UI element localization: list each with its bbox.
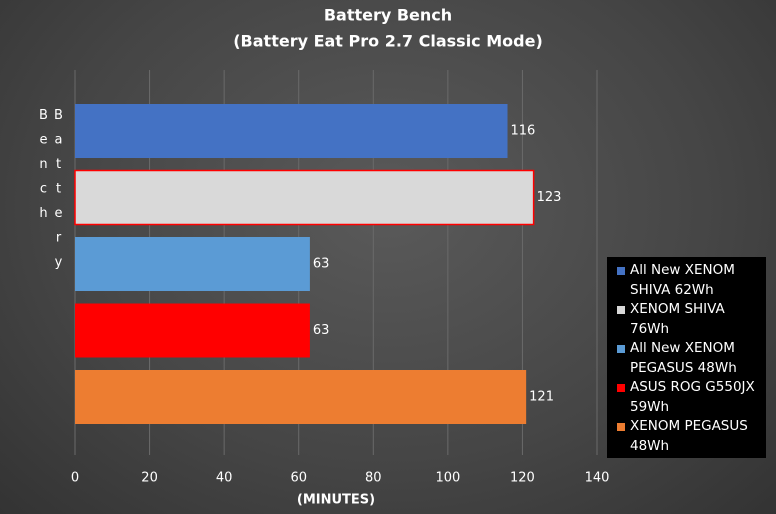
x-tick-label: 80 <box>365 471 382 486</box>
legend-swatch <box>617 423 625 431</box>
data-label: 123 <box>537 190 562 205</box>
bar <box>75 237 310 291</box>
legend-label: XENOM SHIVA 76Wh <box>630 301 725 337</box>
legend-label: XENOM PEGASUS 48Wh <box>630 418 748 454</box>
bar <box>75 370 527 424</box>
x-tick-label: 140 <box>585 471 610 486</box>
legend-item: ASUS ROG G550JX 59Wh <box>617 378 760 417</box>
data-label: 121 <box>529 390 554 405</box>
x-tick-label: 20 <box>141 471 158 486</box>
legend-swatch <box>617 384 625 392</box>
x-tick-label: 120 <box>510 471 535 486</box>
y-axis-label: Battery Bench <box>36 108 66 280</box>
chart-subtitle: (Battery Eat Pro 2.7 Classic Mode) <box>233 32 543 51</box>
x-tick-label: 60 <box>290 471 307 486</box>
chart-title: Battery Bench <box>324 6 452 25</box>
legend: All New XENOM SHIVA 62Wh XENOM SHIVA 76Wh… <box>607 257 766 458</box>
legend-swatch <box>617 267 625 275</box>
legend-item: All New XENOM PEGASUS 48Wh <box>617 339 760 378</box>
legend-item: XENOM SHIVA 76Wh <box>617 300 760 339</box>
bar <box>75 104 508 158</box>
x-tick-label: 0 <box>71 471 79 486</box>
legend-item: XENOM PEGASUS 48Wh <box>617 417 760 456</box>
data-label: 116 <box>511 124 536 139</box>
legend-label: ASUS ROG G550JX 59Wh <box>630 379 755 415</box>
legend-swatch <box>617 306 625 314</box>
bar <box>74 169 535 226</box>
legend-label: All New XENOM SHIVA 62Wh <box>630 262 735 298</box>
data-label: 63 <box>313 323 330 338</box>
legend-label: All New XENOM PEGASUS 48Wh <box>630 340 737 376</box>
x-axis-label: (MINUTES) <box>297 493 375 508</box>
data-label: 63 <box>313 257 330 272</box>
legend-item: All New XENOM SHIVA 62Wh <box>617 261 760 300</box>
legend-swatch <box>617 345 625 353</box>
x-tick-label: 100 <box>435 471 460 486</box>
bar <box>75 303 310 358</box>
x-tick-label: 40 <box>216 471 233 486</box>
